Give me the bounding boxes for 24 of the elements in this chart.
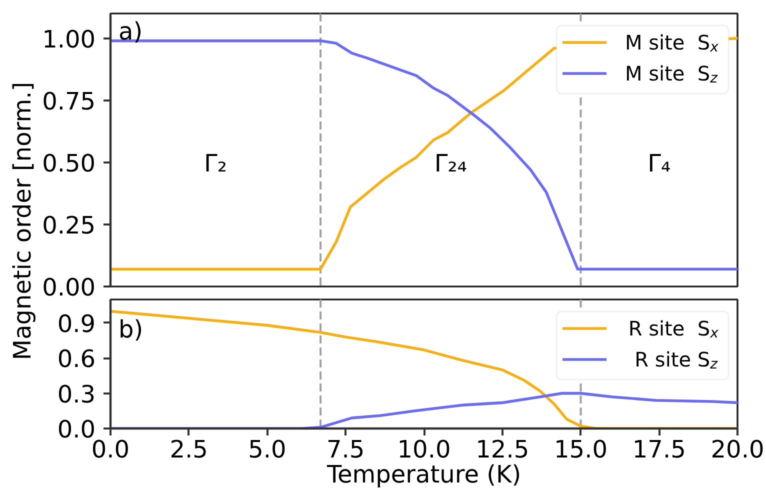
x-tick-label: 2.5: [170, 436, 208, 464]
x-tick-label: 5.0: [248, 436, 286, 464]
y-tick-label: 1.00: [42, 25, 96, 54]
x-tick-label: 20.0: [710, 436, 764, 464]
y-tick-label: 0.25: [42, 211, 96, 240]
x-tick-label: 0.0: [91, 436, 130, 464]
x-tick-label: 17.5: [632, 436, 686, 464]
annotation: Γ₂: [204, 150, 228, 178]
y-axis-title: Magnetic order [norm.]: [8, 82, 36, 360]
annotation: b): [118, 316, 144, 344]
y-tick-label: 0.75: [42, 87, 96, 116]
annotation: Γ₂₄: [434, 150, 467, 178]
y-tick-label: 0.3: [57, 380, 96, 408]
annotation: Γ₄: [648, 150, 671, 178]
x-axis-title: Temperature (K): [326, 460, 522, 488]
x-tick-label: 12.5: [476, 436, 530, 464]
annotation: a): [118, 18, 143, 46]
x-tick-label: 7.5: [326, 436, 365, 464]
y-tick-label: 0.9: [57, 310, 96, 338]
y-tick-label: 0.6: [57, 345, 96, 374]
y-tick-label: 0.00: [42, 274, 96, 302]
x-tick-label: 15.0: [554, 436, 608, 464]
x-tick-label: 10.0: [397, 436, 451, 464]
y-tick-label: 0.50: [42, 149, 96, 178]
